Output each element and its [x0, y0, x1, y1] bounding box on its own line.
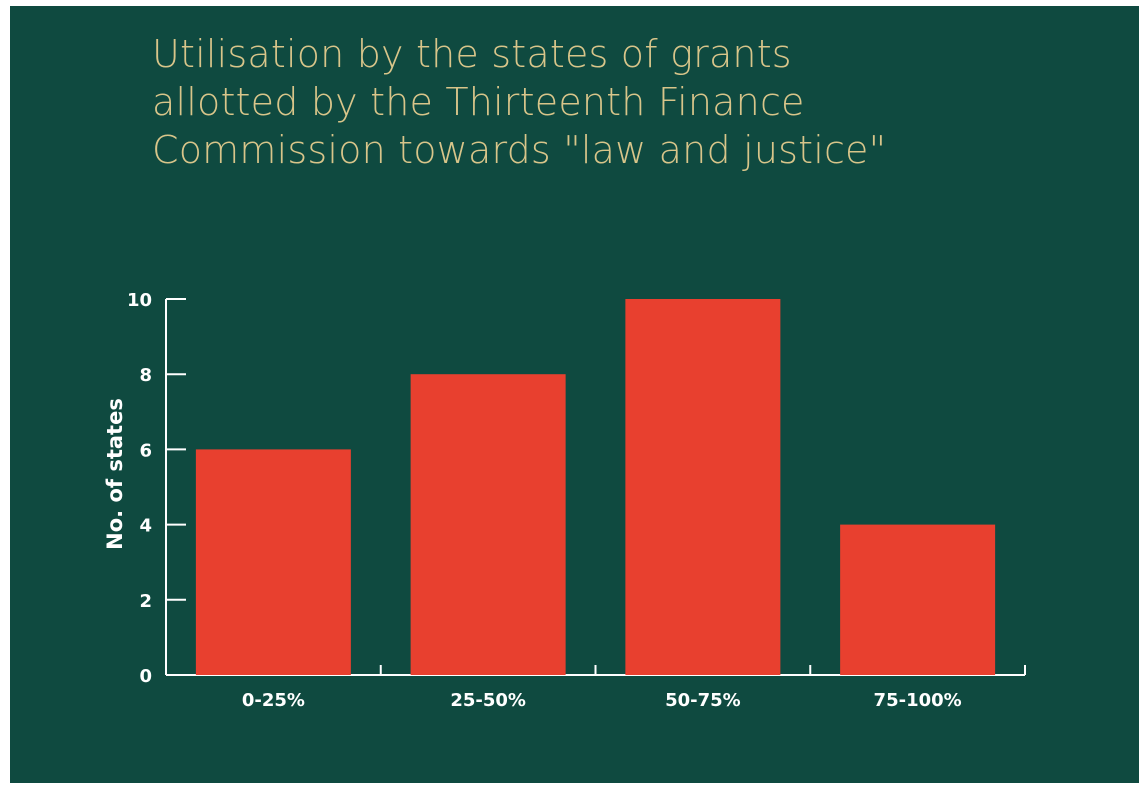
- y-tick-labels: 0 2 4 6 8 10: [127, 290, 152, 687]
- chart-title-line-2: allotted by the Thirteenth Finance: [152, 80, 805, 124]
- chart-bars: [195, 299, 996, 675]
- chart-title: Utilisation by the states of grants allo…: [152, 30, 1052, 174]
- x-tick-label: 75-100%: [874, 690, 962, 711]
- y-axis-label: No. of states: [103, 398, 127, 550]
- bar: [625, 299, 781, 675]
- bar: [195, 449, 351, 675]
- x-tick-labels: 0-25% 25-50% 50-75% 75-100%: [242, 690, 962, 711]
- x-tick-label: 25-50%: [450, 690, 526, 711]
- y-tick-label: 2: [139, 591, 152, 612]
- y-tick-label: 8: [139, 365, 152, 386]
- y-tick-label: 4: [139, 516, 152, 537]
- x-tick-label: 0-25%: [242, 690, 305, 711]
- bar: [410, 374, 566, 675]
- y-tick-label: 0: [139, 666, 152, 687]
- x-tick-label: 50-75%: [665, 690, 741, 711]
- chart-title-line-1: Utilisation by the states of grants: [152, 32, 792, 76]
- y-tick-label: 6: [139, 440, 152, 461]
- chart-title-line-3: Commission towards "law and justice": [152, 128, 887, 172]
- bar: [840, 524, 996, 675]
- y-tick-label: 10: [127, 290, 152, 311]
